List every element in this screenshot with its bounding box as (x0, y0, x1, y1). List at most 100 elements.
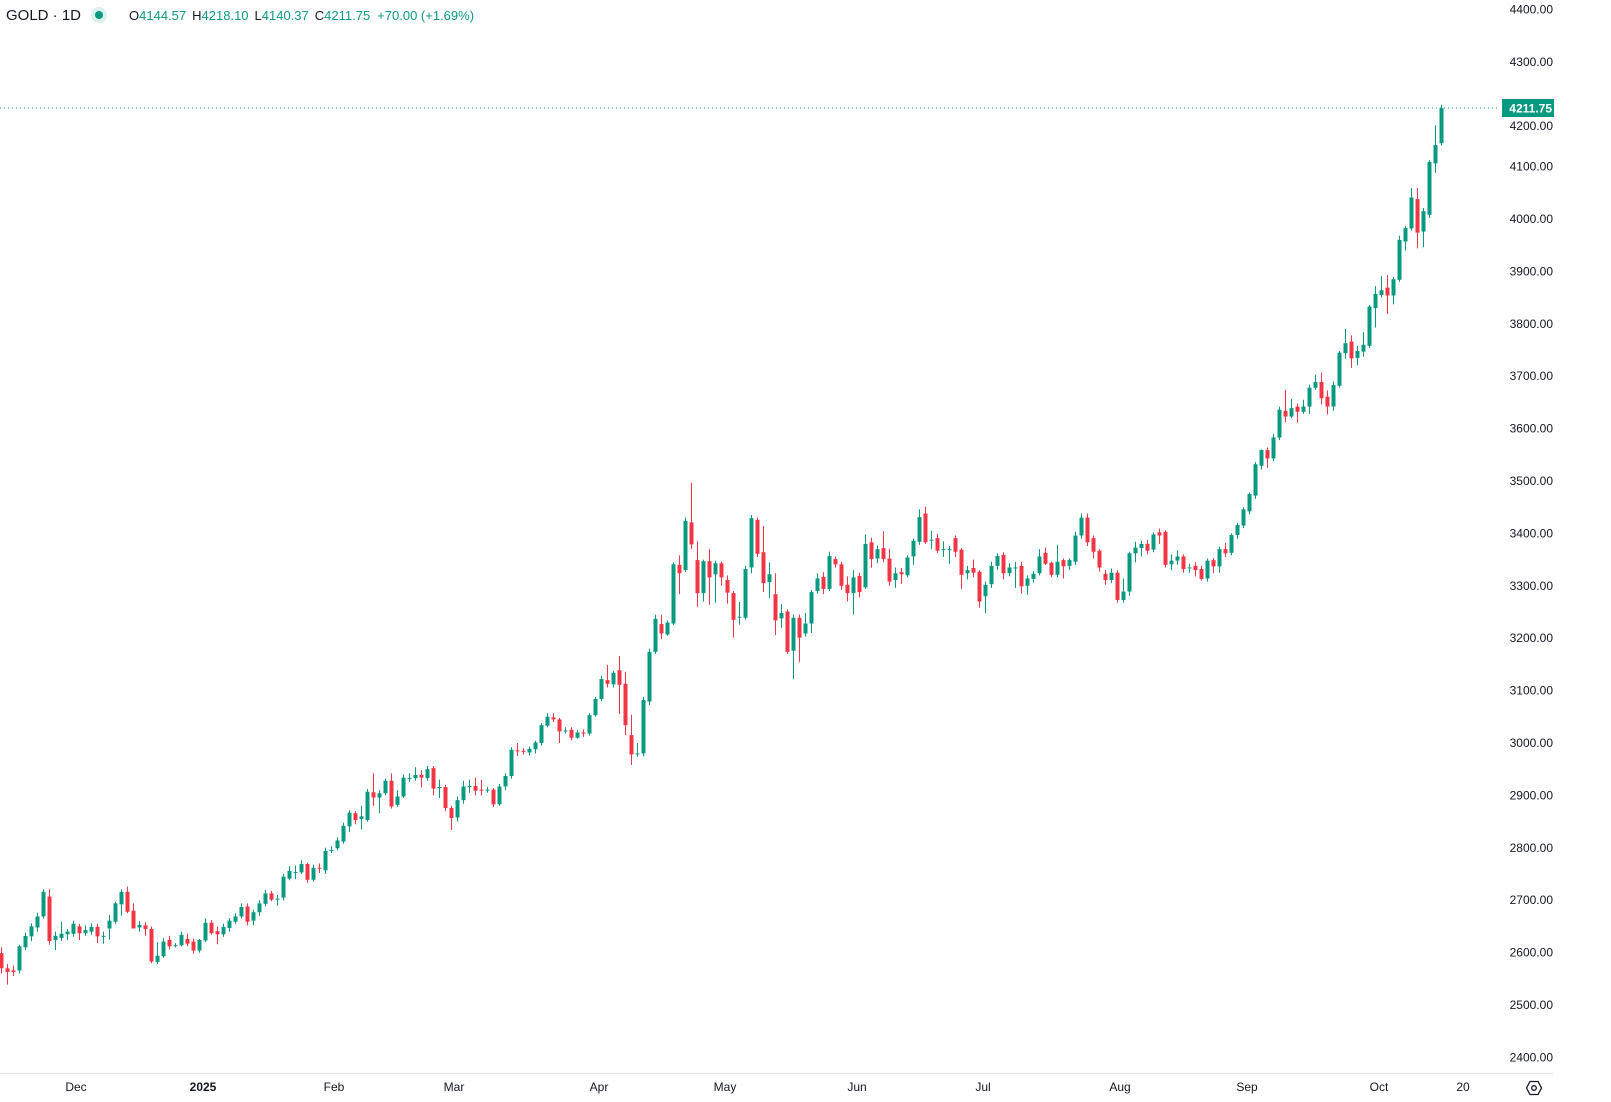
high-value: 4218.10 (201, 7, 249, 23)
candle-body (1211, 560, 1216, 567)
symbol-legend: GOLD · 1D O 4144.57 H 4218.10 L 4140.37 C 42… (6, 5, 474, 25)
candle-body (467, 785, 472, 787)
candle-body (1103, 573, 1108, 581)
candle (503, 773, 508, 791)
candle-body (647, 651, 652, 702)
candle-body (35, 916, 40, 928)
candle (1097, 549, 1102, 572)
candle (1115, 570, 1120, 603)
candle (443, 784, 448, 812)
candle-body (923, 513, 928, 543)
candle (767, 562, 772, 599)
candle (425, 766, 430, 781)
candle (527, 746, 532, 756)
candle (731, 591, 736, 638)
candle-body (23, 935, 28, 948)
candle-body (1349, 341, 1354, 359)
candle (1403, 225, 1408, 251)
candle-body (1157, 532, 1162, 536)
candle-body (1277, 409, 1282, 438)
time-tick-label: Sep (1236, 1080, 1258, 1094)
candle-body (1439, 108, 1444, 144)
candle (173, 943, 178, 948)
candle-body (1403, 227, 1408, 242)
candle (1331, 381, 1336, 411)
candle-body (1151, 534, 1156, 550)
candle-body (125, 891, 130, 912)
candle (557, 717, 562, 743)
candle-body (497, 786, 502, 805)
candle (533, 740, 538, 754)
candle (995, 553, 1000, 571)
candle (743, 565, 748, 620)
last-price-badge (1502, 99, 1554, 118)
candle (1391, 277, 1396, 305)
candle (17, 944, 22, 974)
candle-body (851, 577, 856, 594)
symbol-title[interactable]: GOLD · 1D (6, 6, 82, 24)
candle (1205, 558, 1210, 582)
candle-body (1415, 199, 1420, 233)
candle (509, 747, 514, 779)
candle-body (251, 912, 256, 921)
candle (239, 903, 244, 919)
candle-body (227, 920, 232, 928)
price-axis[interactable]: 2400.00 2500.00 2600.00 2700.00 2800.00 2900.… (1510, 2, 1554, 1064)
candle (1001, 552, 1006, 580)
candle-body (1391, 279, 1396, 296)
candle-body (269, 893, 274, 900)
candle-body (803, 623, 808, 634)
price-tick-label: 3800.00 (1510, 317, 1554, 331)
candle (1199, 565, 1204, 581)
candle (665, 620, 670, 636)
candle-body (587, 715, 592, 734)
candle-body (1127, 553, 1132, 592)
candle-body (155, 955, 160, 963)
candle (965, 565, 970, 580)
candle-body (1013, 567, 1018, 569)
candle-body (1271, 437, 1276, 459)
candle-body (1121, 591, 1126, 600)
candle-body (719, 563, 724, 578)
candle (1079, 513, 1084, 539)
gear-icon[interactable] (1525, 1079, 1543, 1097)
candle (1235, 522, 1240, 539)
candle (233, 913, 238, 924)
candle (1307, 384, 1312, 414)
candle (1265, 447, 1270, 468)
candle (1319, 372, 1324, 405)
candle-body (461, 786, 466, 801)
candle-body (407, 778, 412, 780)
candle (323, 847, 328, 874)
candle (929, 530, 934, 550)
candle (1163, 530, 1168, 568)
candle (113, 901, 118, 924)
candle (1439, 104, 1444, 146)
candle-body (575, 732, 580, 738)
time-axis[interactable]: Dec 2025 Feb Mar Apr May Jun Jul Aug Sep Oct 20 (65, 1080, 1470, 1094)
candle-body (1235, 525, 1240, 535)
candle-body (47, 896, 52, 942)
price-tick-label: 3900.00 (1510, 264, 1554, 278)
candle (293, 865, 298, 880)
candle-body (629, 735, 634, 755)
candle-body (683, 520, 688, 571)
candle (125, 886, 130, 914)
candle (599, 675, 604, 702)
candle-body (479, 789, 484, 791)
price-tick-label: 2900.00 (1510, 788, 1554, 802)
candle-body (1169, 560, 1174, 565)
candle (377, 790, 382, 814)
candle-body (0, 953, 4, 969)
candle (521, 748, 526, 755)
candle-body (743, 569, 748, 618)
candle (539, 723, 544, 746)
candle (77, 923, 82, 941)
candle (497, 783, 502, 806)
candle (1217, 546, 1222, 573)
candle (257, 900, 262, 916)
candle-body (77, 926, 82, 934)
candle (461, 780, 466, 804)
candle-body (749, 518, 754, 568)
